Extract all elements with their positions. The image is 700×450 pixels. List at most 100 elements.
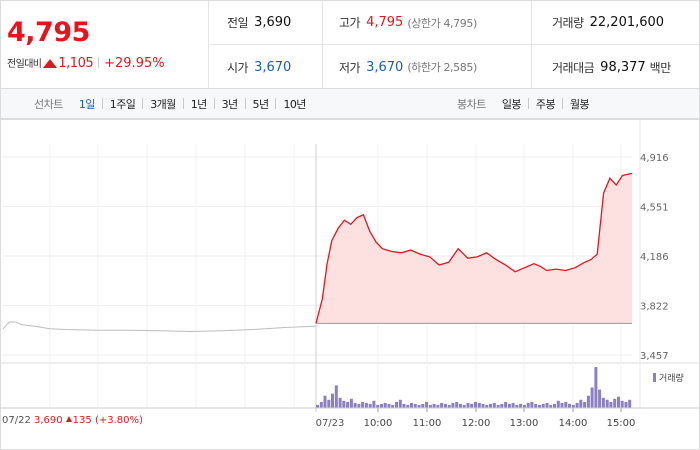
volume-bar: [432, 403, 436, 408]
today-date-label: 07/23: [316, 418, 345, 429]
volume-bar: [323, 395, 327, 408]
volume-bar: [349, 398, 353, 408]
period-tab-6[interactable]: 5년: [252, 97, 270, 111]
volume-bar: [564, 401, 568, 408]
divider: [142, 98, 144, 109]
volume-bar: [421, 403, 425, 408]
volume-bar: [575, 402, 579, 408]
volume-bar: [530, 401, 534, 408]
volume-bar: [586, 395, 590, 408]
y-tick-label: 4,551: [640, 203, 669, 214]
volume-bar: [395, 401, 398, 408]
volume-bar: [383, 402, 387, 408]
volume-bar: [319, 401, 323, 408]
volume-bar: [436, 404, 440, 408]
stat-value: 3,690: [254, 15, 292, 30]
candle-chart-title: 봉차트: [457, 97, 486, 111]
stat-high: 고가 4,795 (상한가 4,795): [323, 1, 531, 45]
volume-bar: [624, 401, 628, 408]
volume-bar: [496, 404, 500, 408]
volume-bar: [481, 403, 485, 408]
volume-bar: [459, 403, 462, 408]
volume-legend-swatch: [653, 373, 656, 382]
x-tick-label: 14:00: [559, 418, 588, 429]
divider: [275, 98, 277, 109]
volume-bar: [470, 403, 474, 408]
volume-bar: [594, 367, 598, 408]
period-tab-1[interactable]: 1일: [78, 97, 96, 111]
volume-bar: [545, 402, 549, 408]
period-tab-2[interactable]: 1주일: [109, 97, 136, 111]
prev-day-close: 3,690: [34, 415, 63, 426]
volume-bar: [601, 397, 605, 409]
volume-bar: [489, 403, 492, 408]
period-tab-5[interactable]: 3년: [221, 97, 239, 111]
stat-label: 저가: [339, 60, 361, 75]
divider: [101, 98, 103, 109]
volume-bar: [398, 399, 402, 408]
intraday-chart: 4,916 4,551 4,186 3,822 3,457 10:00 11:00 12:00…: [0, 119, 700, 450]
y-tick-label: 4,186: [640, 252, 669, 263]
candle-tab-2[interactable]: 주봉: [535, 97, 556, 111]
volume-bar: [556, 400, 560, 408]
volume-bar: [500, 403, 504, 408]
volume-bar: [327, 399, 331, 408]
volume-bar: [485, 404, 489, 408]
current-price: 4,795: [7, 17, 90, 48]
stat-open: 시가 3,670: [210, 45, 322, 89]
stat-value: 22,201,600: [589, 15, 665, 30]
stat-column-1: 전일 3,690 시가 3,670: [210, 1, 322, 88]
current-price-box: 4,795 전일대비 1,105 +29.95%: [1, 1, 209, 88]
prev-day-change: 135: [72, 415, 92, 426]
volume-bar: [526, 402, 530, 408]
divider: [561, 98, 563, 109]
stat-value: 4,795: [366, 15, 404, 30]
volume-bar: [417, 404, 421, 408]
volume-legend-label: 거래량: [659, 372, 684, 384]
candle-chart-periods: 봉차트 일봉 주봉 월봉: [457, 89, 590, 118]
volume-bar: [474, 401, 477, 408]
volume-bar: [492, 402, 496, 408]
divider: [98, 57, 100, 68]
period-tab-4[interactable]: 1년: [190, 97, 208, 111]
candle-tab-3[interactable]: 월봉: [569, 97, 590, 111]
prev-day-summary: 07/22 3,690 135 (+3.80%): [2, 415, 143, 426]
y-tick-label: 3,822: [640, 302, 669, 313]
stat-unit: 백만: [649, 60, 672, 75]
volume-bar: [560, 402, 564, 408]
volume-bar: [376, 404, 380, 408]
volume-bar: [368, 403, 372, 408]
today-area-fill: [316, 173, 632, 324]
stat-label: 고가: [339, 16, 361, 30]
volume-bar: [571, 404, 575, 408]
volume-bar: [462, 404, 466, 408]
line-chart-periods: 선차트 1일 1주일 3개월 1년 3년 5년 10년: [34, 89, 306, 118]
x-tick-label: 11:00: [413, 418, 442, 429]
volume-bar: [346, 401, 350, 408]
period-tab-3[interactable]: 3개월: [150, 97, 176, 111]
volume-bar: [443, 403, 447, 408]
period-tab-7[interactable]: 10년: [283, 97, 306, 111]
volume-bar: [455, 401, 459, 408]
volume-bar: [477, 402, 481, 408]
volume-bar: [617, 396, 620, 408]
volume-bar: [342, 400, 346, 408]
stat-volume: 거래량 22,201,600: [532, 1, 699, 45]
volume-bar: [353, 402, 357, 408]
prev-day-date: 07/22: [2, 415, 31, 426]
lower-limit: (하한가 2,585): [407, 61, 477, 74]
x-tick-label: 12:00: [462, 418, 491, 429]
volume-bar: [406, 404, 410, 408]
candle-tab-1[interactable]: 일봉: [501, 97, 522, 111]
volume-bar: [613, 398, 617, 408]
volume-bar: [413, 403, 417, 408]
prev-day-line: [2, 321, 317, 333]
volume-bar: [402, 403, 406, 408]
volume-bar: [553, 403, 556, 408]
volume-bar: [372, 400, 376, 408]
change-amount: 1,105: [58, 56, 94, 71]
stat-label: 시가: [227, 60, 249, 75]
stat-prev-close: 전일 3,690: [210, 1, 322, 45]
price-change: 전일대비 1,105 +29.95%: [7, 55, 165, 71]
